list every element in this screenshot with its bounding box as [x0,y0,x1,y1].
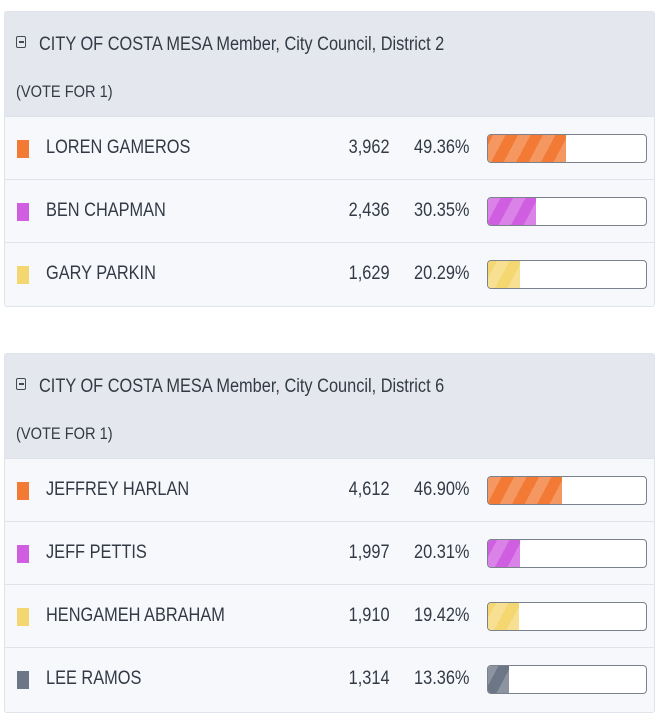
candidate-color-swatch [17,482,29,500]
vote-share-bar [487,260,647,289]
contest-panel-district-2: CITY OF COSTA MESA Member, City Council,… [4,11,655,307]
candidate-percent: 49.36% [413,137,469,158]
vote-share-bar [487,665,647,694]
candidate-percent: 19.42% [413,605,469,626]
contest-title: CITY OF COSTA MESA Member, City Council,… [39,34,445,55]
candidate-row: BEN CHAPMAN 2,436 30.35% [5,180,654,243]
candidate-row: LEE RAMOS 1,314 13.36% [5,648,654,711]
vote-share-bar-fill [488,261,521,288]
candidate-votes: 2,436 [349,200,390,221]
candidate-name: GARY PARKIN [46,263,156,284]
candidate-percent: 46.90% [413,479,469,500]
candidate-percent: 30.35% [413,200,469,221]
candidate-color-swatch [17,671,29,689]
candidate-name: LOREN GAMEROS [46,137,191,158]
vote-share-bar [487,602,647,631]
candidate-name: BEN CHAPMAN [46,200,166,221]
candidate-row: JEFFREY HARLAN 4,612 46.90% [5,459,654,522]
vote-share-bar-fill [488,198,536,225]
candidate-name: JEFF PETTIS [46,542,147,563]
vote-share-bar [487,197,647,226]
candidate-votes: 1,910 [349,605,390,626]
vote-share-bar [487,134,647,163]
candidate-row: LOREN GAMEROS 3,962 49.36% [5,117,654,180]
candidate-name: LEE RAMOS [46,668,142,689]
vote-for-label: (VOTE FOR 1) [16,424,113,443]
vote-for-label: (VOTE FOR 1) [16,82,113,101]
vote-share-bar-fill [488,135,566,162]
collapse-icon[interactable] [16,378,26,390]
vote-share-bar-fill [488,477,563,504]
candidate-row: HENGAMEH ABRAHAM 1,910 19.42% [5,585,654,648]
contest-panel-district-6: CITY OF COSTA MESA Member, City Council,… [4,353,655,713]
candidate-list: LOREN GAMEROS 3,962 49.36% BEN CHAPMAN 2… [5,117,654,306]
contest-title: CITY OF COSTA MESA Member, City Council,… [39,376,445,397]
candidate-color-swatch [17,140,29,158]
candidate-color-swatch [17,545,29,563]
candidate-votes: 1,629 [349,263,390,284]
candidate-row: GARY PARKIN 1,629 20.29% [5,243,654,306]
vote-share-bar-fill [488,666,510,693]
vote-share-bar [487,539,647,568]
candidate-color-swatch [17,203,29,221]
candidate-votes: 3,962 [349,137,390,158]
candidate-votes: 4,612 [349,479,390,500]
candidate-name: JEFFREY HARLAN [46,479,190,500]
candidate-color-swatch [17,608,29,626]
vote-share-bar-fill [488,603,519,630]
vote-share-bar-fill [488,540,521,567]
candidate-list: JEFFREY HARLAN 4,612 46.90% JEFF PETTIS … [5,459,654,711]
candidate-row: JEFF PETTIS 1,997 20.31% [5,522,654,585]
candidate-votes: 1,997 [349,542,390,563]
contest-header: CITY OF COSTA MESA Member, City Council,… [5,354,654,459]
candidate-percent: 20.29% [413,263,469,284]
collapse-icon[interactable] [16,36,26,48]
candidate-percent: 13.36% [413,668,469,689]
candidate-color-swatch [17,266,29,284]
candidate-name: HENGAMEH ABRAHAM [46,605,225,626]
vote-share-bar [487,476,647,505]
candidate-percent: 20.31% [413,542,469,563]
contest-header: CITY OF COSTA MESA Member, City Council,… [5,12,654,117]
candidate-votes: 1,314 [349,668,390,689]
